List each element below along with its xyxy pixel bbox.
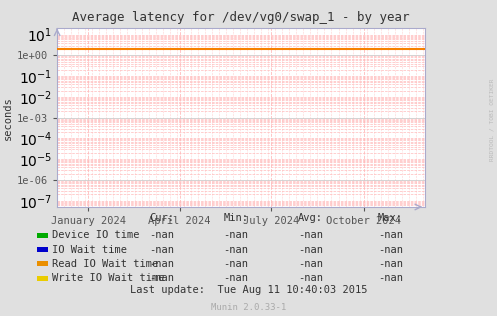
Text: Last update:  Tue Aug 11 10:40:03 2015: Last update: Tue Aug 11 10:40:03 2015 xyxy=(130,285,367,295)
Text: -nan: -nan xyxy=(378,273,403,283)
Text: Max:: Max: xyxy=(378,213,403,223)
Text: Cur:: Cur: xyxy=(149,213,174,223)
Text: -nan: -nan xyxy=(298,245,323,255)
Text: Avg:: Avg: xyxy=(298,213,323,223)
Text: -nan: -nan xyxy=(298,273,323,283)
Text: -nan: -nan xyxy=(149,230,174,240)
Text: IO Wait time: IO Wait time xyxy=(52,245,127,255)
Text: Device IO time: Device IO time xyxy=(52,230,140,240)
Text: RRDTOOL / TOBI OETIKER: RRDTOOL / TOBI OETIKER xyxy=(490,79,495,161)
Text: Write IO Wait time: Write IO Wait time xyxy=(52,273,165,283)
Text: -nan: -nan xyxy=(224,259,248,269)
Text: -nan: -nan xyxy=(378,259,403,269)
Text: Min:: Min: xyxy=(224,213,248,223)
Y-axis label: seconds: seconds xyxy=(2,96,13,140)
Text: -nan: -nan xyxy=(378,230,403,240)
Text: -nan: -nan xyxy=(378,245,403,255)
Text: -nan: -nan xyxy=(149,245,174,255)
Title: Average latency for /dev/vg0/swap_1 - by year: Average latency for /dev/vg0/swap_1 - by… xyxy=(72,11,410,25)
Text: -nan: -nan xyxy=(298,259,323,269)
Text: Munin 2.0.33-1: Munin 2.0.33-1 xyxy=(211,303,286,312)
Text: -nan: -nan xyxy=(149,259,174,269)
Text: -nan: -nan xyxy=(224,230,248,240)
Text: -nan: -nan xyxy=(224,273,248,283)
Text: -nan: -nan xyxy=(149,273,174,283)
Text: -nan: -nan xyxy=(224,245,248,255)
Text: Read IO Wait time: Read IO Wait time xyxy=(52,259,159,269)
Text: -nan: -nan xyxy=(298,230,323,240)
